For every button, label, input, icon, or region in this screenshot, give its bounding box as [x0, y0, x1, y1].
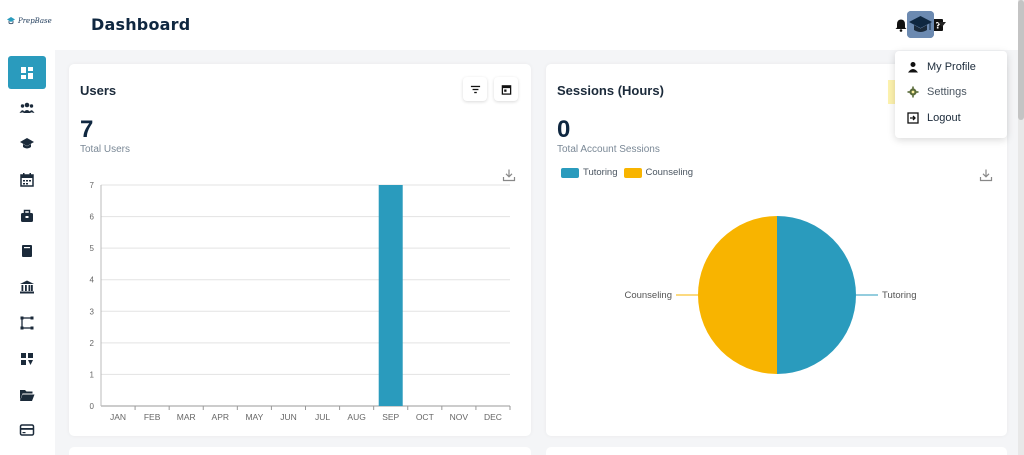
sidebar-item-billing[interactable] — [8, 414, 46, 447]
y-tick-label: 0 — [90, 402, 95, 411]
pie-label-tutoring: Tutoring — [882, 290, 917, 301]
legend-label-tutoring: Tutoring — [583, 167, 618, 178]
x-tick-label: MAY — [245, 412, 263, 422]
calendar-icon — [501, 84, 511, 95]
x-tick-label: APR — [212, 412, 229, 422]
menu-item-logout[interactable]: Logout — [895, 106, 1007, 130]
total-users-label: Total Users — [80, 144, 131, 155]
notifications-button[interactable] — [889, 13, 913, 37]
legend-item-counseling[interactable]: Counseling — [623, 167, 694, 178]
graduation-cap-icon — [907, 11, 934, 38]
scrollbar-thumb[interactable] — [1018, 0, 1024, 120]
menu-label-logout: Logout — [927, 112, 961, 124]
bottom-card-right — [546, 447, 1007, 455]
x-tick-label: AUG — [347, 412, 365, 422]
y-tick-label: 4 — [90, 276, 95, 285]
x-tick-label: OCT — [416, 412, 434, 422]
users-bar-chart: 0 1 2 3 4 5 6 7 JAN FEB MAR APR MAY JUN JUL AUG SEP OCT NO… — [90, 181, 511, 422]
menu-item-my-profile[interactable]: My Profile — [895, 55, 1007, 79]
sidebar-item-users[interactable] — [8, 92, 46, 125]
dashboard-icon — [21, 66, 33, 79]
y-tick-label: 6 — [90, 213, 95, 222]
legend-item-tutoring[interactable]: Tutoring — [561, 167, 618, 178]
x-tick-label: JUL — [315, 412, 330, 422]
folder-open-icon — [20, 389, 35, 401]
bar-sep — [378, 185, 403, 406]
sidebar-nav — [8, 56, 46, 450]
x-tick-label: DEC — [484, 412, 502, 422]
users-card-title: Users — [80, 83, 117, 98]
app-logo[interactable]: PrepBase — [6, 16, 52, 26]
y-tick-label: 1 — [90, 370, 95, 379]
user-icon — [908, 62, 918, 73]
calendar-icon — [20, 172, 34, 187]
legend-swatch-counseling — [623, 167, 642, 178]
y-tick-label: 7 — [90, 181, 95, 190]
x-tick-label: JAN — [110, 412, 126, 422]
pie-slice-counseling — [698, 216, 777, 374]
x-tick-label: JUN — [280, 412, 297, 422]
y-tick-label: 5 — [90, 244, 95, 253]
sidebar-item-courses[interactable] — [8, 128, 46, 161]
pie-label-counseling: Counseling — [624, 290, 672, 301]
legend-label-counseling: Counseling — [645, 167, 694, 178]
graduation-cap-icon — [20, 138, 34, 149]
sidebar-item-books[interactable] — [8, 235, 46, 268]
avatar[interactable] — [907, 11, 934, 38]
legend-swatch-tutoring — [561, 167, 579, 178]
topbar: Dashboard — [55, 0, 1024, 50]
book-icon — [22, 245, 32, 258]
bottom-card-left — [69, 447, 531, 455]
user-menu-caret[interactable] — [938, 22, 946, 27]
flow-icon — [20, 316, 34, 330]
user-dropdown-menu: My Profile Settings Logout — [895, 51, 1007, 138]
page-scrollbar[interactable] — [1018, 0, 1024, 455]
briefcase-icon — [21, 209, 33, 222]
tasks-icon — [21, 352, 33, 365]
chart-legend: Tutoring Counseling — [561, 167, 693, 178]
y-tick-label: 2 — [90, 339, 95, 348]
x-tick-label: FEB — [144, 412, 161, 422]
total-sessions-value: 0 — [557, 116, 571, 143]
credit-card-icon — [19, 424, 35, 437]
filter-button[interactable] — [463, 77, 487, 101]
sidebar-item-workflow[interactable] — [8, 307, 46, 340]
x-tick-label: MAR — [177, 412, 196, 422]
bank-icon — [20, 280, 34, 294]
menu-item-settings[interactable]: Settings — [895, 80, 1007, 104]
gear-icon — [907, 86, 919, 98]
sidebar-item-tasks[interactable] — [8, 342, 46, 375]
menu-label-settings: Settings — [927, 86, 967, 98]
x-tick-label: SEP — [382, 412, 399, 422]
filter-icon — [470, 85, 480, 93]
menu-label-my-profile: My Profile — [927, 61, 976, 73]
logout-icon — [907, 112, 919, 124]
sidebar-item-dashboard[interactable] — [8, 56, 46, 89]
total-users-value: 7 — [80, 116, 94, 143]
page-title: Dashboard — [91, 15, 191, 34]
users-icon — [19, 102, 35, 114]
bell-icon — [895, 19, 907, 32]
users-card: Users 7 Total Users 0 1 2 3 4 5 6 7 JAN FEB MAR APR… — [69, 64, 531, 436]
y-tick-label: 3 — [90, 307, 95, 316]
sidebar-item-briefcase[interactable] — [8, 199, 46, 232]
x-tick-label: NOV — [450, 412, 469, 422]
sidebar-item-institutions[interactable] — [8, 271, 46, 304]
sidebar-item-files[interactable] — [8, 378, 46, 411]
download-icon[interactable] — [979, 168, 993, 182]
sessions-pie-chart: Tutoring Counseling — [624, 216, 917, 374]
pie-slice-tutoring — [777, 216, 856, 374]
download-icon[interactable] — [502, 168, 516, 182]
sidebar: PrepBase — [0, 0, 55, 455]
logo-text: PrepBase — [18, 17, 52, 25]
total-sessions-label: Total Account Sessions — [557, 144, 660, 155]
sessions-card: Sessions (Hours) 0 Total Account Session… — [546, 64, 1007, 436]
logo-icon — [7, 17, 15, 25]
sessions-card-title: Sessions (Hours) — [557, 83, 664, 98]
sidebar-item-calendar[interactable] — [8, 163, 46, 196]
date-range-button[interactable] — [494, 77, 518, 101]
